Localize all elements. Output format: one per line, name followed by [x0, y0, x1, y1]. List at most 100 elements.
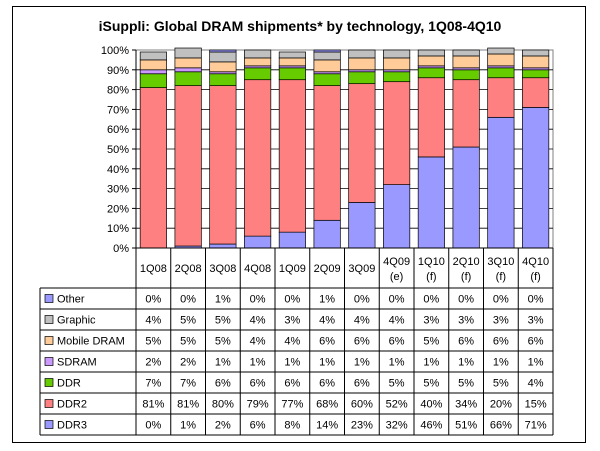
category-label: (e): [390, 271, 403, 283]
legend-label-ddr: DDR: [57, 378, 81, 390]
legend-label-sdram: SDRAM: [57, 357, 97, 369]
bar-mobile-dram: [522, 55, 550, 69]
data-value: 1%: [284, 357, 300, 369]
data-value: 5%: [145, 336, 161, 348]
data-value: 4%: [528, 378, 544, 390]
category-label: 4Q09: [383, 256, 410, 268]
category-label: 2Q10: [453, 256, 480, 268]
bar-ddr: [417, 67, 445, 79]
category-label: 3Q10: [487, 256, 514, 268]
bar-graphic: [174, 47, 202, 59]
data-value: 23%: [351, 420, 373, 432]
data-value: 20%: [490, 399, 512, 411]
data-value: 6%: [493, 336, 509, 348]
category-label: (f): [426, 271, 436, 283]
y-tick-label: 90%: [107, 65, 129, 77]
bar-ddr3: [452, 146, 480, 249]
bar-graphic: [452, 49, 480, 57]
category-label: 4Q10: [522, 256, 549, 268]
bar-sdram: [139, 69, 167, 75]
data-value: 0%: [493, 294, 509, 306]
data-value: 1%: [423, 357, 439, 369]
data-value: 0%: [250, 294, 266, 306]
category-label: (f): [461, 271, 471, 283]
data-value: 6%: [458, 336, 474, 348]
data-value: 1%: [250, 357, 266, 369]
legend-key-ddr: [44, 378, 54, 387]
data-value: 6%: [250, 420, 266, 432]
bar-ddr2: [487, 77, 515, 118]
category-label: 3Q09: [348, 263, 375, 275]
bar-ddr2: [383, 81, 411, 185]
bar-ddr3: [522, 107, 550, 249]
bar-ddr2: [313, 85, 341, 221]
category-label: 4Q08: [244, 263, 271, 275]
data-value: 6%: [389, 336, 405, 348]
bar-mobile-dram: [313, 59, 341, 73]
legend-key-graphic: [44, 315, 54, 324]
data-value: 71%: [525, 420, 547, 432]
bar-graphic: [209, 51, 237, 63]
bar-ddr3: [417, 156, 445, 249]
bar-ddr: [487, 67, 515, 79]
bar-graphic: [348, 49, 376, 59]
bar-ddr: [383, 71, 411, 83]
data-value: 7%: [180, 378, 196, 390]
data-value: 5%: [389, 378, 405, 390]
data-value: 14%: [316, 420, 338, 432]
legend-key-other: [44, 294, 54, 303]
data-value: 5%: [180, 315, 196, 327]
data-value: 4%: [319, 315, 335, 327]
bar-ddr2: [139, 87, 167, 249]
data-value: 68%: [316, 399, 338, 411]
data-value: 0%: [284, 294, 300, 306]
bar-graphic: [278, 51, 306, 59]
bar-mobile-dram: [209, 61, 237, 73]
bar-ddr3: [348, 202, 376, 249]
bar-mobile-dram: [139, 59, 167, 71]
y-tick-label: 70%: [107, 104, 129, 116]
data-value: 0%: [180, 294, 196, 306]
bar-ddr2: [278, 79, 306, 233]
data-value: 51%: [455, 420, 477, 432]
data-value: 4%: [389, 315, 405, 327]
bar-graphic: [139, 51, 167, 61]
data-value: 66%: [490, 420, 512, 432]
data-value: 1%: [215, 294, 231, 306]
data-value: 0%: [145, 420, 161, 432]
data-value: 2%: [215, 420, 231, 432]
data-value: 77%: [281, 399, 303, 411]
data-value: 5%: [215, 315, 231, 327]
data-value: 5%: [493, 378, 509, 390]
bar-ddr3: [313, 219, 341, 249]
data-value: 6%: [354, 378, 370, 390]
y-tick-label: 0%: [113, 243, 129, 255]
bar-ddr2: [209, 85, 237, 245]
data-value: 3%: [423, 315, 439, 327]
bar-ddr3: [244, 235, 272, 249]
bar-mobile-dram: [278, 57, 306, 67]
bar-ddr2: [174, 85, 202, 247]
legend-label-ddr3: DDR3: [57, 420, 87, 432]
category-label: 2Q08: [175, 263, 202, 275]
bar-ddr2: [522, 77, 550, 108]
data-value: 52%: [386, 399, 408, 411]
y-tick-label: 100%: [101, 45, 129, 57]
data-value: 1%: [354, 357, 370, 369]
data-value: 46%: [420, 420, 442, 432]
data-value: 6%: [284, 378, 300, 390]
bar-ddr: [174, 71, 202, 86]
bar-ddr: [209, 73, 237, 86]
bar-ddr2: [452, 79, 480, 148]
data-value: 0%: [354, 294, 370, 306]
data-value: 5%: [180, 336, 196, 348]
bar-mobile-dram: [417, 55, 445, 67]
data-value: 3%: [493, 315, 509, 327]
data-value: 7%: [145, 378, 161, 390]
bar-ddr: [313, 73, 341, 86]
data-value: 5%: [215, 336, 231, 348]
y-tick-label: 30%: [107, 184, 129, 196]
y-tick-label: 80%: [107, 85, 129, 97]
data-value: 1%: [389, 357, 405, 369]
